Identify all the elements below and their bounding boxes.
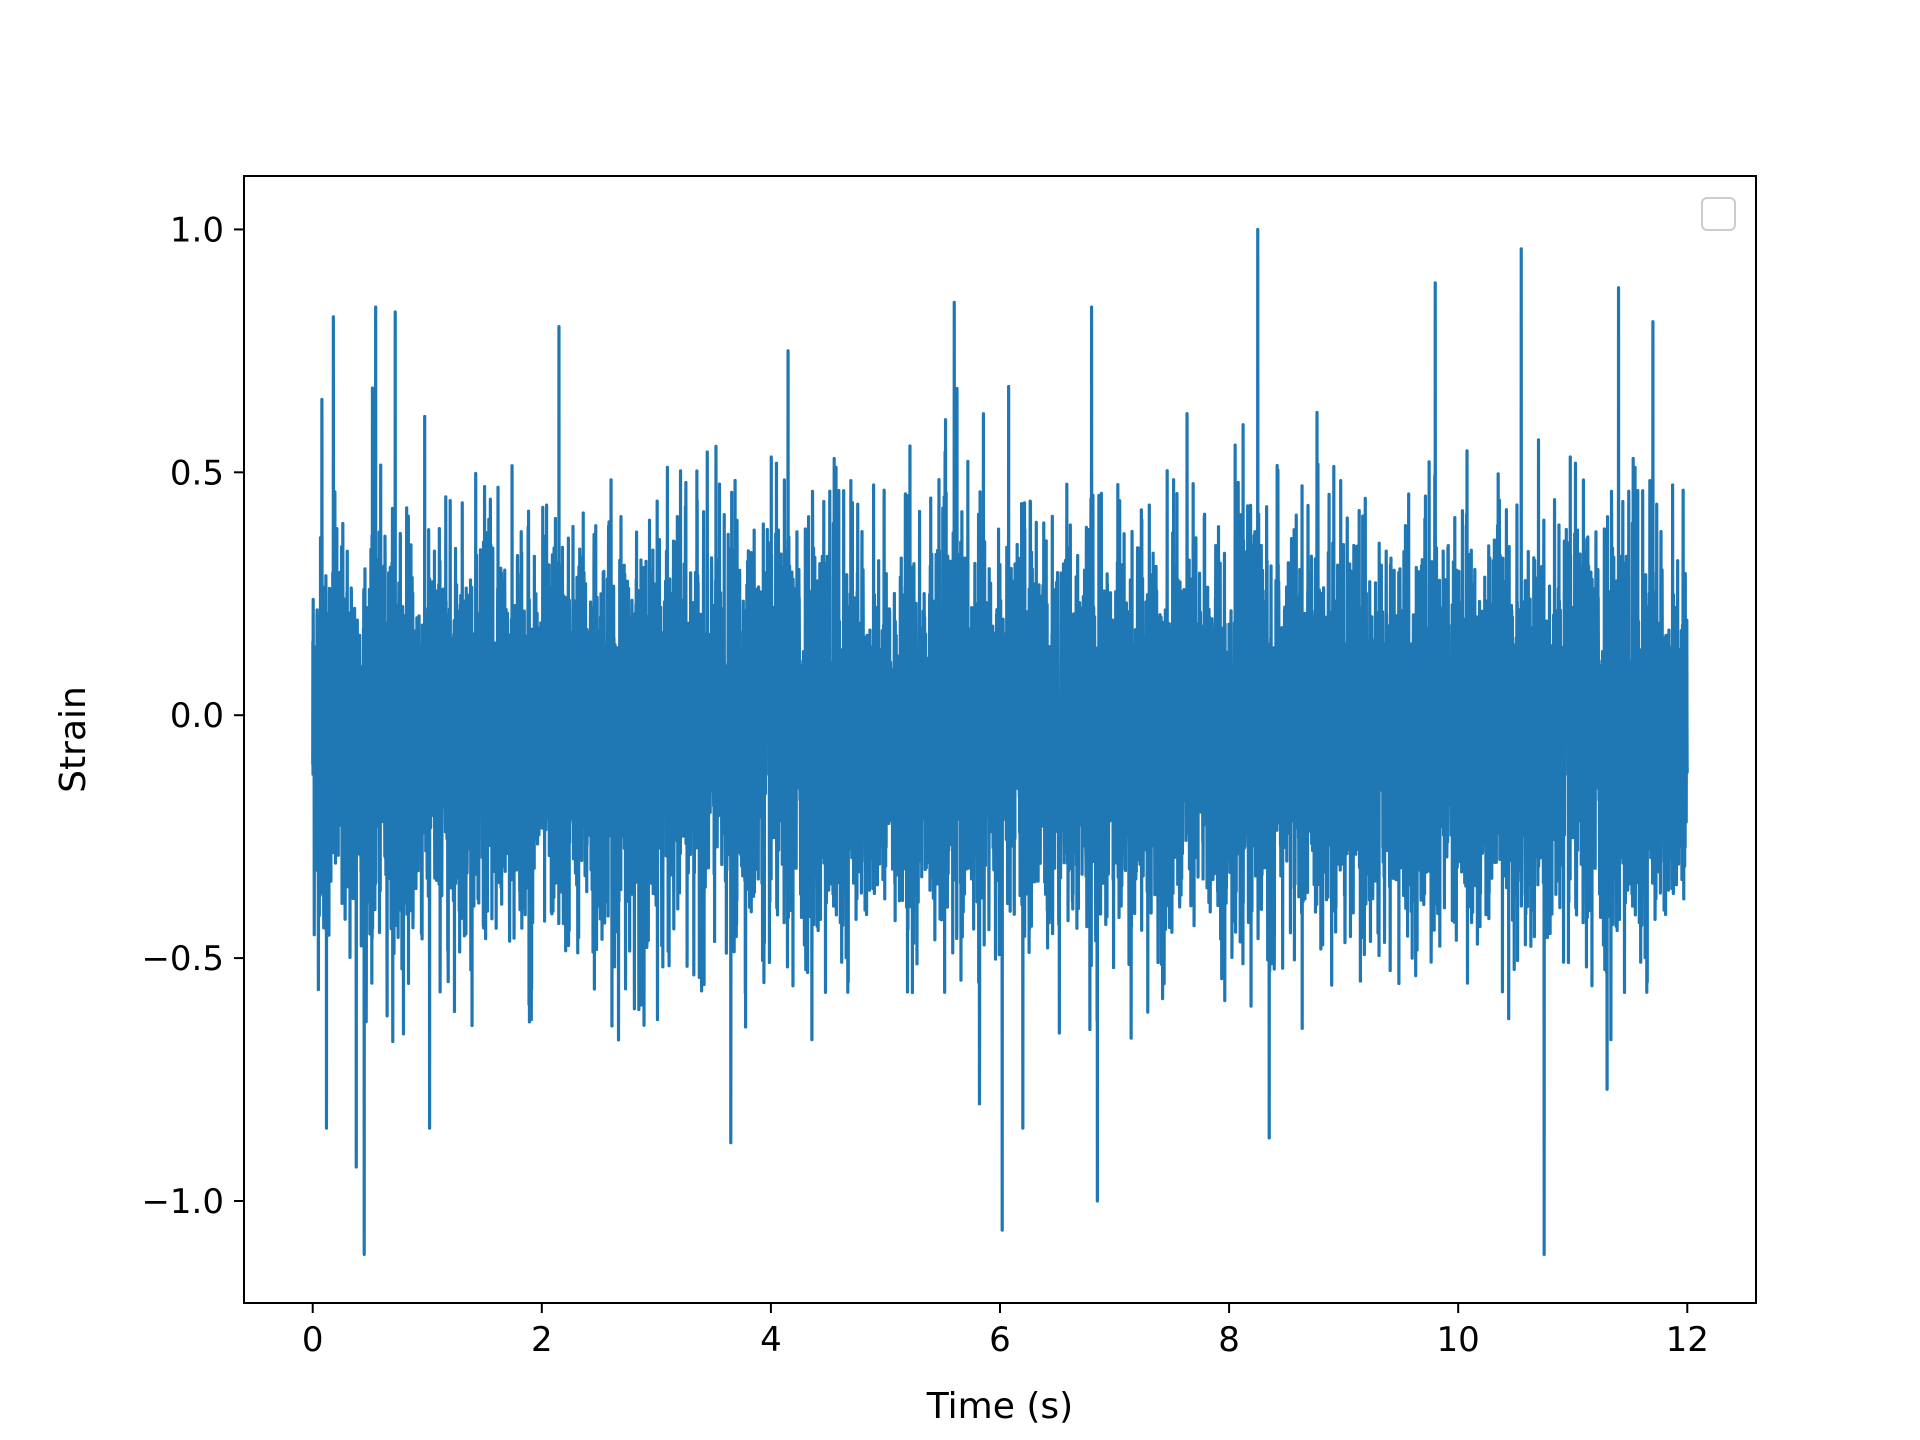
labels: Time (s) Strain	[53, 686, 1073, 1427]
x-tick-label: 2	[531, 1320, 553, 1360]
x-tick-label: 4	[760, 1320, 782, 1360]
plot-area	[311, 227, 1689, 1257]
y-tick-label: −0.5	[141, 939, 224, 979]
y-tick-label: −1.0	[141, 1182, 224, 1222]
y-tick-label: 1.0	[170, 210, 224, 250]
x-tick-label: 12	[1666, 1320, 1709, 1360]
y-axis-label: Strain	[53, 686, 94, 793]
x-axis-label: Time (s)	[926, 1386, 1073, 1427]
x-tick-label: 8	[1218, 1320, 1240, 1360]
x-tick-label: 6	[989, 1320, 1011, 1360]
y-tick-label: 0.0	[170, 696, 224, 736]
legend	[1701, 197, 1736, 231]
strain-series-line	[311, 227, 1689, 1257]
axes: 0 2 4 6 8 10 12 −1.0 −0.5 0.0 0.5 1.0	[141, 175, 1757, 1360]
x-tick-label: 0	[302, 1320, 324, 1360]
y-tick-label: 0.5	[170, 453, 224, 493]
x-tick-label: 10	[1437, 1320, 1480, 1360]
